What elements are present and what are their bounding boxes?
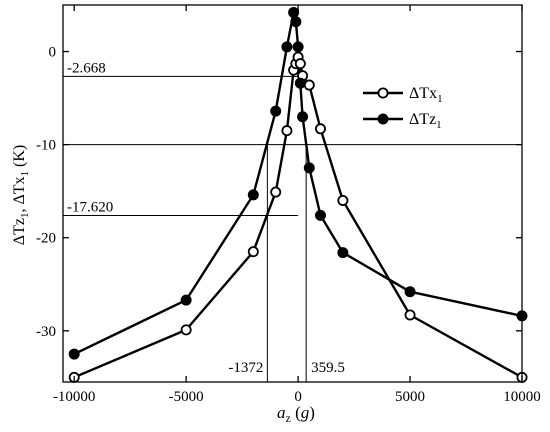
series-1-point-0 xyxy=(68,348,80,360)
y-axis-label: ΔTz1, ΔTx1 (K) xyxy=(11,145,31,245)
legend-label-sub-1: 1 xyxy=(436,119,442,131)
x-tick-label-0: -10000 xyxy=(53,389,96,405)
series-0-point-2 xyxy=(247,246,259,258)
series-0-point-11 xyxy=(314,123,326,135)
reference-label-h-0: -2.668 xyxy=(67,60,106,76)
y-axis-label-sub-2: 1 xyxy=(19,171,31,177)
x-axis-label-paren-open: ( xyxy=(291,403,301,422)
y-axis-label-part-1: ΔTz xyxy=(11,218,28,245)
legend-label-main-0: ΔTx xyxy=(409,85,437,102)
series-0-point-12 xyxy=(337,194,349,206)
x-tick-label-4: 10000 xyxy=(503,389,541,405)
legend-label-sub-0: 1 xyxy=(437,93,443,105)
y-axis-label-sub-1: 1 xyxy=(19,213,31,219)
axis-ticks: -10000 -5000 0 5000 10000 0 -10 -20 -30 xyxy=(36,5,541,405)
series-line-0 xyxy=(73,55,523,379)
legend-label-0: ΔTx1 xyxy=(409,85,443,105)
reference-lines: -2.668 -17.620 -1372 359.5 xyxy=(63,60,522,382)
x-axis-label-unit: g xyxy=(301,403,310,422)
series-0-point-8 xyxy=(294,58,306,70)
y-tick-label-1: -10 xyxy=(36,138,56,154)
y-tick-label-3: -30 xyxy=(36,324,56,340)
series-1-point-12 xyxy=(337,247,349,259)
series-0-point-3 xyxy=(270,186,282,198)
legend-label-main-1: ΔTz xyxy=(409,111,436,128)
reference-label-v-4: 359.5 xyxy=(311,360,345,376)
series-1-point-11 xyxy=(314,209,326,221)
series-1-point-4 xyxy=(281,41,293,53)
series-1-point-8 xyxy=(294,77,306,89)
x-axis-label: az (g) xyxy=(277,403,315,425)
series-0-point-4 xyxy=(281,125,293,137)
x-tick-label-2: 0 xyxy=(294,389,302,405)
series-0-point-13 xyxy=(404,309,416,321)
x-axis-label-main: a xyxy=(277,403,286,422)
series-1-point-13 xyxy=(404,286,416,298)
series-1-point-5 xyxy=(288,6,300,18)
series-layer xyxy=(68,6,528,383)
series-0-point-1 xyxy=(180,324,192,336)
x-axis-label-paren-close: ) xyxy=(309,403,315,422)
legend-marker-0 xyxy=(377,87,389,99)
legend-marker-1 xyxy=(377,113,389,125)
series-1-point-7 xyxy=(292,41,304,53)
reference-label-h-2: -17.620 xyxy=(67,200,113,216)
series-0-point-10 xyxy=(303,79,315,91)
series-1-point-9 xyxy=(297,111,309,123)
x-tick-label-1: -5000 xyxy=(169,389,204,405)
plot-frame xyxy=(62,4,523,383)
series-1-point-1 xyxy=(180,294,192,306)
series-1-point-2 xyxy=(247,189,259,201)
y-axis-label-part-2: , ΔTx xyxy=(11,176,28,212)
x-tick-label-3: 5000 xyxy=(395,389,425,405)
y-tick-label-0: 0 xyxy=(49,45,57,61)
y-tick-label-2: -20 xyxy=(36,231,56,247)
series-1-point-6 xyxy=(290,16,302,28)
legend-label-1: ΔTz1 xyxy=(409,111,442,131)
x-axis-label-sub: z xyxy=(286,411,291,425)
reference-label-v-3: -1372 xyxy=(228,360,263,376)
y-axis-label-part-3: (K) xyxy=(11,145,28,171)
series-1-point-3 xyxy=(270,105,282,117)
series-1-point-10 xyxy=(303,162,315,174)
